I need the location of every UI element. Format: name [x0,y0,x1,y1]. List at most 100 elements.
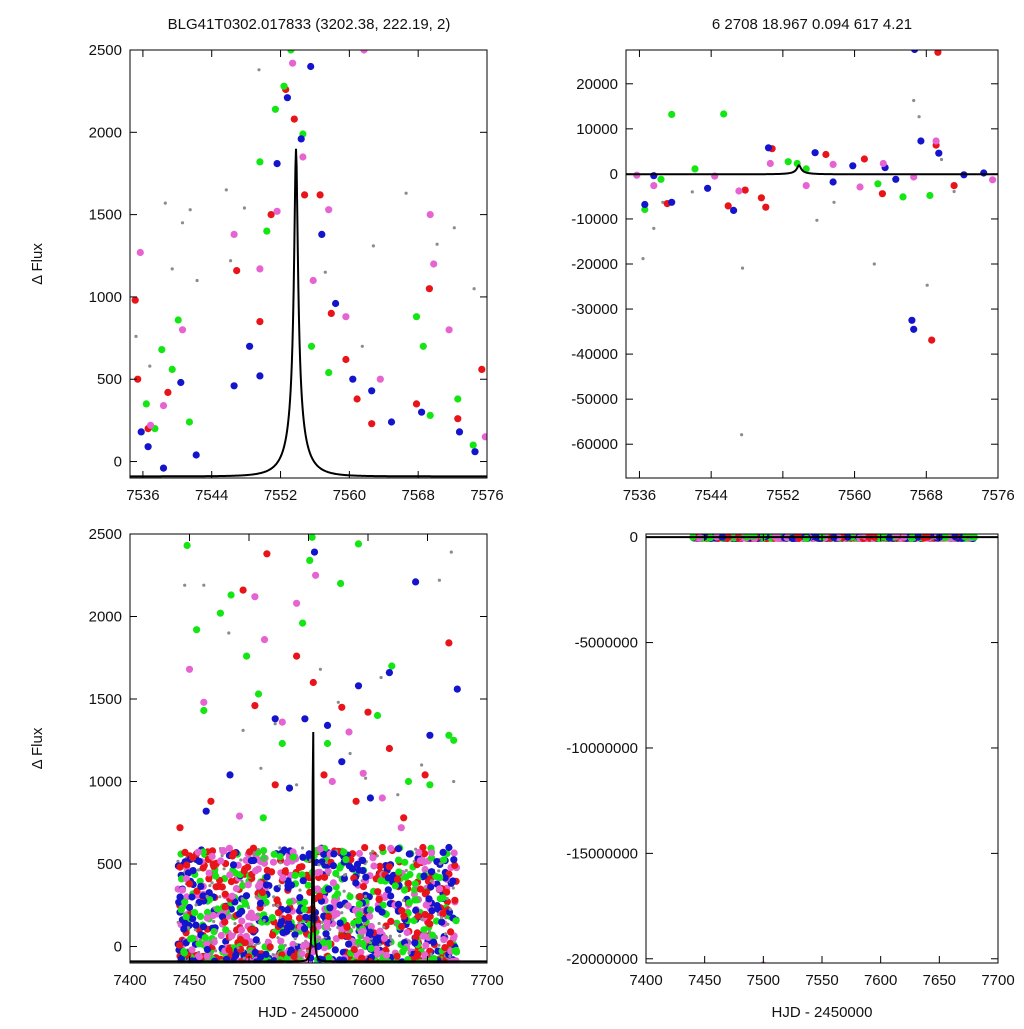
data-point-gray [181,221,184,224]
data-point [253,936,260,943]
data-point-magenta [360,770,367,777]
data-point [405,869,408,872]
data-point [277,938,284,945]
x-tick-label: 7500 [232,972,265,989]
y-tick-label: -20000 [571,256,618,273]
data-point-green [454,395,461,402]
data-point-blue [454,686,461,693]
data-point-gray [436,243,439,246]
data-point [422,942,429,949]
data-point-green [874,180,881,187]
y-tick-label: 500 [97,371,122,388]
data-point [242,939,249,946]
data-point [342,856,349,863]
data-point-blue [256,372,263,379]
data-point-magenta [345,728,352,735]
data-point-green [413,313,420,320]
data-point-green [263,228,270,235]
data-point [346,893,353,900]
panel-bottom-right: 0-5000000-10000000-15000000-200000007400… [566,529,1014,1021]
data-point-gray [691,190,694,193]
data-point [385,874,392,881]
y-tick-label: -40000 [571,346,618,363]
data-point [298,871,305,878]
data-point [450,856,457,863]
data-point-gray [259,767,262,770]
data-point [275,909,282,916]
data-point-gray [473,287,476,290]
data-point-green [272,106,279,113]
data-point [279,874,286,881]
y-tick-label: 2000 [89,609,122,626]
data-point [428,907,435,914]
data-point [420,926,427,933]
data-point [217,857,224,864]
data-point-blue [193,451,200,458]
data-point-gray [452,780,455,783]
data-point-red [951,182,958,189]
y-tick-label: 0 [114,939,122,956]
left-title: BLG41T0302.017833 (3202.38, 222.19, 2) [168,16,451,33]
data-point [343,874,346,877]
data-point-blue [190,867,197,874]
data-point-magenta [377,376,384,383]
panel-top-right: 20000100000-10000-20000-30000-40000-5000… [571,46,1014,504]
data-point [398,923,405,930]
y-tick-label: 1000 [89,289,122,306]
x-tick-label: 7536 [126,487,159,504]
data-point-red [364,709,371,716]
data-point [447,940,454,947]
data-point [278,884,281,887]
data-point-gray [196,279,199,282]
data-point [331,918,334,921]
data-point [218,895,221,898]
data-point-magenta [735,187,742,194]
data-point [439,862,442,865]
data-point [255,895,258,898]
data-point-gray [274,722,277,725]
data-point [326,904,333,911]
data-point [317,863,320,866]
data-point [453,917,460,924]
data-point-gray [940,158,943,161]
data-point [361,844,368,851]
data-point-gray [953,190,956,193]
data-point-gray [243,206,246,209]
data-point [411,939,418,946]
data-point [344,933,351,940]
data-point [404,929,411,936]
data-point [386,863,393,870]
data-point [452,947,459,954]
data-point-red [263,550,270,557]
data-point-gray [257,68,260,71]
x-tick-label: 7576 [981,487,1014,504]
data-point-green [657,176,664,183]
data-point [176,942,183,949]
data-point-red [742,187,749,194]
data-point-gray [405,192,408,195]
data-point-gray [324,271,327,274]
data-point [263,919,266,922]
data-point [302,914,309,921]
data-point-gray [652,227,655,230]
data-point [300,877,307,884]
data-point-gray [319,668,322,671]
data-point [408,951,411,954]
data-point-blue [730,207,737,214]
data-point-blue [324,722,331,729]
data-point-red [478,366,485,373]
data-point [394,953,401,960]
data-point-gray [380,676,383,679]
data-point-gray [396,793,399,796]
data-point-green [691,165,698,172]
data-point [188,893,195,900]
data-point [398,907,405,914]
data-point-red [293,653,300,660]
data-point [359,940,366,947]
data-point-blue [641,201,648,208]
data-point [375,905,382,912]
y-tick-label: 1000 [89,774,122,791]
data-point [437,944,440,947]
data-point [245,913,252,920]
